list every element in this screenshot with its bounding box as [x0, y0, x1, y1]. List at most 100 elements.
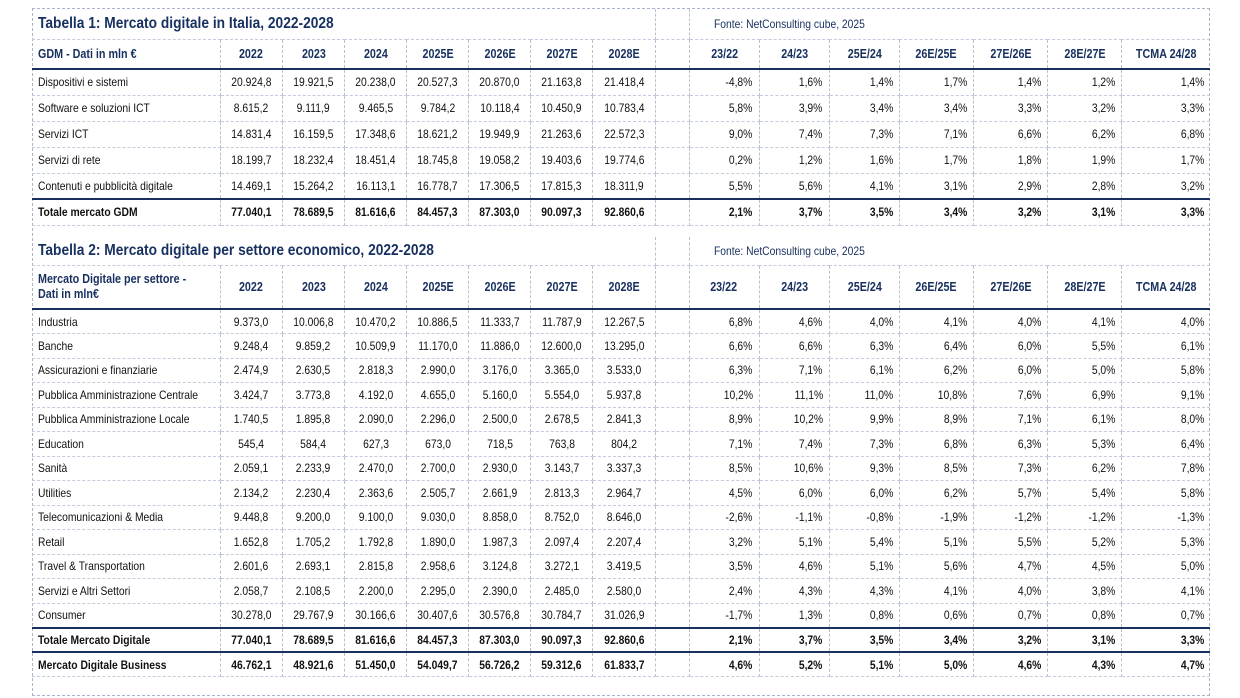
value-cell-text: 17.815,3	[541, 178, 582, 193]
table-row: Banche 9.248,4 9.859,2 10.509,9 11.170,0 11.8…	[32, 333, 1210, 359]
col-header-year-text: 2022	[239, 279, 264, 294]
value-cell: 92.860,6	[592, 198, 656, 226]
value-cell-text: 56.726,2	[479, 657, 520, 672]
row-label-text: Retail	[38, 534, 65, 549]
value-cell: 20.527,3	[406, 69, 470, 96]
table-row: Travel & Transportation 2.601,6 2.693,1 2.8…	[32, 554, 1210, 579]
growth-cell: 8,5%	[689, 456, 760, 481]
growth-cell-text: 5,8%	[729, 101, 753, 115]
value-cell: 18.451,4	[344, 147, 408, 174]
col-header-growth-text: 27E/26E	[989, 46, 1032, 61]
growth-cell-text: 4,6%	[799, 559, 823, 574]
growth-cell-text: 4,1%	[943, 583, 968, 598]
growth-cell-text: 3,1%	[1091, 632, 1116, 647]
value-cell-text: 21.418,4	[603, 75, 645, 90]
growth-cell: -1,3%	[1121, 505, 1210, 530]
growth-cell-text: 9,0%	[729, 127, 753, 141]
row-label-text: Telecomunicazioni & Media	[38, 510, 164, 525]
value-cell: 2.108,5	[282, 578, 345, 604]
table-source: Fonte: NetConsulting cube, 2025	[689, 9, 1210, 40]
growth-cell-text: 1,6%	[799, 75, 823, 90]
growth-cell: 7,3%	[973, 456, 1049, 481]
value-cell: 2.233,9	[282, 456, 345, 481]
value-cell: 19.403,6	[530, 147, 594, 174]
value-cell: 51.450,0	[344, 651, 408, 677]
value-cell: 10.886,5	[406, 309, 470, 334]
value-cell: 20.924,8	[220, 69, 283, 96]
value-cell-text: 54.049,7	[417, 657, 458, 672]
growth-cell: 4,7%	[973, 554, 1049, 579]
value-cell: 10.450,9	[530, 95, 594, 122]
growth-cell-text: 6,8%	[729, 314, 753, 329]
growth-cell-text: 1,6%	[869, 153, 893, 167]
growth-cell-text: 2,8%	[1091, 178, 1116, 193]
growth-cell-text: 4,5%	[729, 485, 753, 500]
growth-cell-text: 4,0%	[1017, 314, 1042, 329]
col-header-growth-text: 23/22	[710, 46, 738, 61]
value-cell: 3.533,0	[592, 358, 656, 383]
value-cell-text: 21.263,6	[541, 127, 582, 141]
growth-cell-text: 7,1%	[1017, 412, 1042, 427]
growth-cell: 5,5%	[689, 173, 760, 200]
table-source: Fonte: NetConsulting cube, 2025	[689, 237, 1210, 266]
value-cell: 17.815,3	[530, 173, 594, 200]
row-label: Industria	[32, 309, 221, 334]
value-cell: 2.815,8	[344, 554, 408, 579]
growth-cell-text: 5,3%	[1091, 436, 1116, 451]
growth-cell-text: 1,9%	[1091, 153, 1116, 167]
value-cell: 1.890,0	[406, 529, 470, 555]
value-cell-text: 2.296,0	[420, 412, 455, 427]
value-cell-text: 11.787,9	[542, 314, 582, 329]
value-cell-text: 8.858,0	[482, 510, 517, 525]
col-header-year-text: 2026E	[484, 279, 516, 294]
growth-cell: 0,7%	[973, 603, 1049, 628]
growth-cell: 5,1%	[829, 651, 900, 677]
growth-cell: 5,3%	[1121, 529, 1210, 555]
row-label-text: Dispositivi e sistemi	[38, 75, 129, 90]
value-cell-text: 2.990,0	[420, 363, 455, 378]
value-cell-text: 3.124,8	[482, 559, 517, 574]
value-cell: 16.159,5	[282, 121, 345, 148]
value-cell: 2.230,4	[282, 480, 345, 506]
row-label: Servizi ICT	[32, 121, 221, 148]
value-cell: 1.705,2	[282, 529, 345, 555]
table-row: Servizi e Altri Settori 2.058,7 2.108,5 2.2…	[32, 578, 1210, 604]
growth-cell-text: 5,6%	[799, 178, 823, 193]
growth-cell: -1,7%	[689, 603, 760, 628]
value-cell-text: 16.113,1	[355, 178, 396, 193]
growth-cell: 5,1%	[759, 529, 830, 555]
value-cell: 18.311,9	[592, 173, 656, 200]
row-label-text: Pubblica Amministrazione Centrale	[38, 387, 199, 402]
growth-cell: 1,7%	[1121, 147, 1210, 174]
growth-cell: 3,2%	[1121, 173, 1210, 200]
growth-cell: 5,8%	[1121, 358, 1210, 383]
value-cell: 30.278,0	[220, 603, 283, 628]
value-cell-text: 10.783,4	[603, 101, 645, 115]
growth-cell-text: 1,3%	[799, 608, 823, 622]
row-label: Sanità	[32, 456, 221, 481]
growth-cell: 5,2%	[1047, 529, 1123, 555]
growth-cell: 9,0%	[689, 121, 760, 148]
value-cell: 2.058,7	[220, 578, 283, 604]
growth-cell-text: 6,8%	[943, 436, 968, 451]
table-title: Tabella 1: Mercato digitale in Italia, 2…	[32, 9, 656, 40]
value-cell-text: 2.058,7	[234, 583, 269, 598]
header-label: GDM - Dati in mln €	[32, 39, 221, 70]
spacer-cell	[655, 431, 690, 457]
row-label: Servizi di rete	[32, 147, 221, 174]
value-cell-text: 30.278,0	[231, 608, 272, 622]
growth-cell-text: 6,0%	[869, 485, 893, 500]
growth-cell: 10,2%	[759, 407, 830, 432]
header-label-line1: Mercato Digitale per settore -	[38, 271, 187, 286]
growth-cell-text: 5,0%	[943, 657, 968, 672]
value-cell: 9.100,0	[344, 505, 408, 530]
value-cell: 9.859,2	[282, 333, 345, 359]
value-cell-text: 2.958,6	[420, 559, 455, 574]
value-cell: 3.365,0	[530, 358, 594, 383]
growth-cell-text: 3,2%	[1017, 632, 1042, 647]
col-header-growth: 28E/27E	[1047, 39, 1123, 70]
value-cell-text: 2.964,7	[606, 485, 642, 500]
col-header-year: 2024	[344, 39, 408, 70]
value-cell-text: 19.774,6	[603, 153, 645, 167]
growth-cell-text: 1,2%	[799, 153, 823, 167]
